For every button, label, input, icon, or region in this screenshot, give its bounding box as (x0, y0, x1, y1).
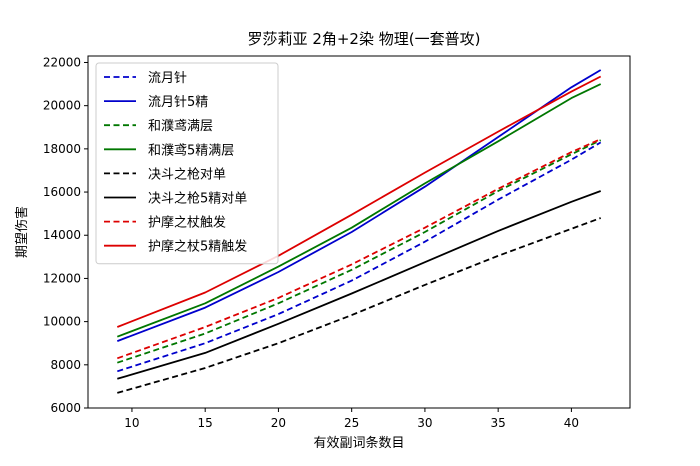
plot-frame (87, 55, 631, 409)
y-tick-label: 20000 (43, 99, 81, 113)
series-line-1 (117, 141, 602, 373)
y-tick-label: 22000 (43, 55, 81, 69)
y-tick-label: 18000 (43, 142, 81, 156)
y-tick-label: 12000 (43, 271, 81, 285)
legend-label: 决斗之枪5精对单 (148, 191, 247, 207)
x-tick-label: 15 (198, 416, 213, 430)
y-axis-label: 期望伤害 (14, 206, 30, 258)
x-axis-label: 有效副词条数目 (313, 435, 404, 451)
x-tick-label: 35 (491, 416, 506, 430)
legend-label: 护摩之杖触发 (148, 215, 226, 231)
x-tick-label: 20 (271, 416, 286, 430)
legend-box (95, 62, 279, 265)
plot-area (116, 69, 602, 394)
x-tick-label: 10 (124, 416, 139, 430)
series-line-5 (117, 217, 602, 394)
series-line-3 (117, 139, 602, 364)
y-tick-label: 6000 (50, 401, 81, 415)
legend-label: 护摩之杖5精触发 (148, 239, 247, 255)
legend-label: 流月针 (148, 71, 187, 86)
x-tick-label: 40 (564, 416, 579, 430)
y-tick-label: 16000 (43, 185, 81, 199)
series-line-6 (117, 190, 602, 380)
legend-label: 和濮鸢5精满层 (148, 143, 234, 158)
x-axis: 10 15 20 25 30 35 40 (124, 408, 579, 430)
series-line-4 (116, 83, 602, 338)
y-tick-label: 10000 (43, 315, 81, 329)
legend: 流月针流月针5精和濮鸢满层和濮鸢5精满层决斗之枪对单决斗之枪5精对单护摩之杖触发… (95, 62, 279, 265)
y-tick-label: 8000 (50, 358, 81, 372)
legend-label: 决斗之枪对单 (148, 166, 226, 182)
series-line-2 (116, 69, 602, 342)
legend-label: 和濮鸢满层 (148, 119, 213, 134)
x-tick-label: 30 (417, 416, 432, 430)
x-tick-label: 25 (344, 416, 359, 430)
series-line-7 (116, 138, 602, 360)
y-tick-label: 14000 (43, 228, 81, 242)
chart-title: 罗莎莉亚 2角+2染 物理(一套普攻) (248, 30, 481, 48)
legend-label: 流月针5精 (148, 95, 208, 110)
y-axis: 6000 8000 10000 12000 14000 16000 18000 20000 22… (43, 55, 88, 415)
series-line-8 (116, 75, 602, 328)
